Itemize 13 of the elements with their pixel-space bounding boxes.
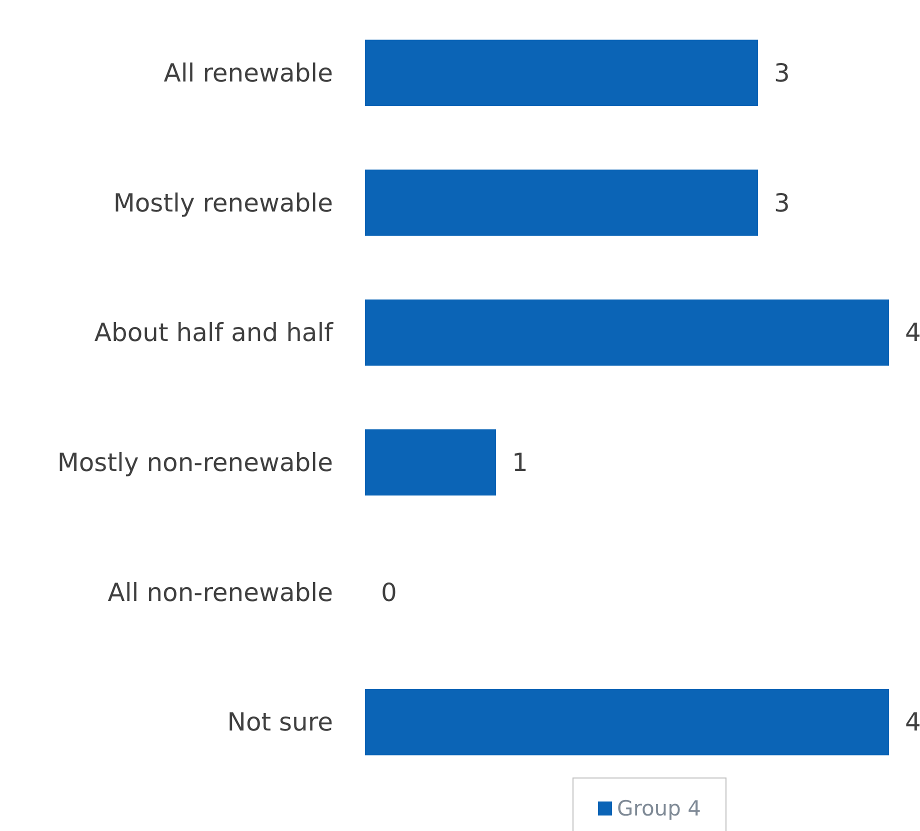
y-tick-label: Mostly renewable	[113, 188, 333, 218]
data-label: 1	[512, 448, 528, 477]
data-label: 4	[905, 708, 920, 737]
data-label: 4	[905, 318, 920, 348]
y-tick-label: All renewable	[164, 58, 333, 88]
y-tick-label: Mostly non-renewable	[57, 448, 333, 477]
y-tick-label: About half and half	[94, 318, 334, 348]
y-tick-label: All non-renewable	[108, 578, 333, 607]
data-label: 0	[381, 578, 397, 607]
data-label: 3	[774, 188, 790, 218]
data-label: 3	[774, 58, 790, 88]
y-tick-label: Not sure	[227, 708, 333, 737]
legend-label: Group 4	[617, 796, 701, 820]
